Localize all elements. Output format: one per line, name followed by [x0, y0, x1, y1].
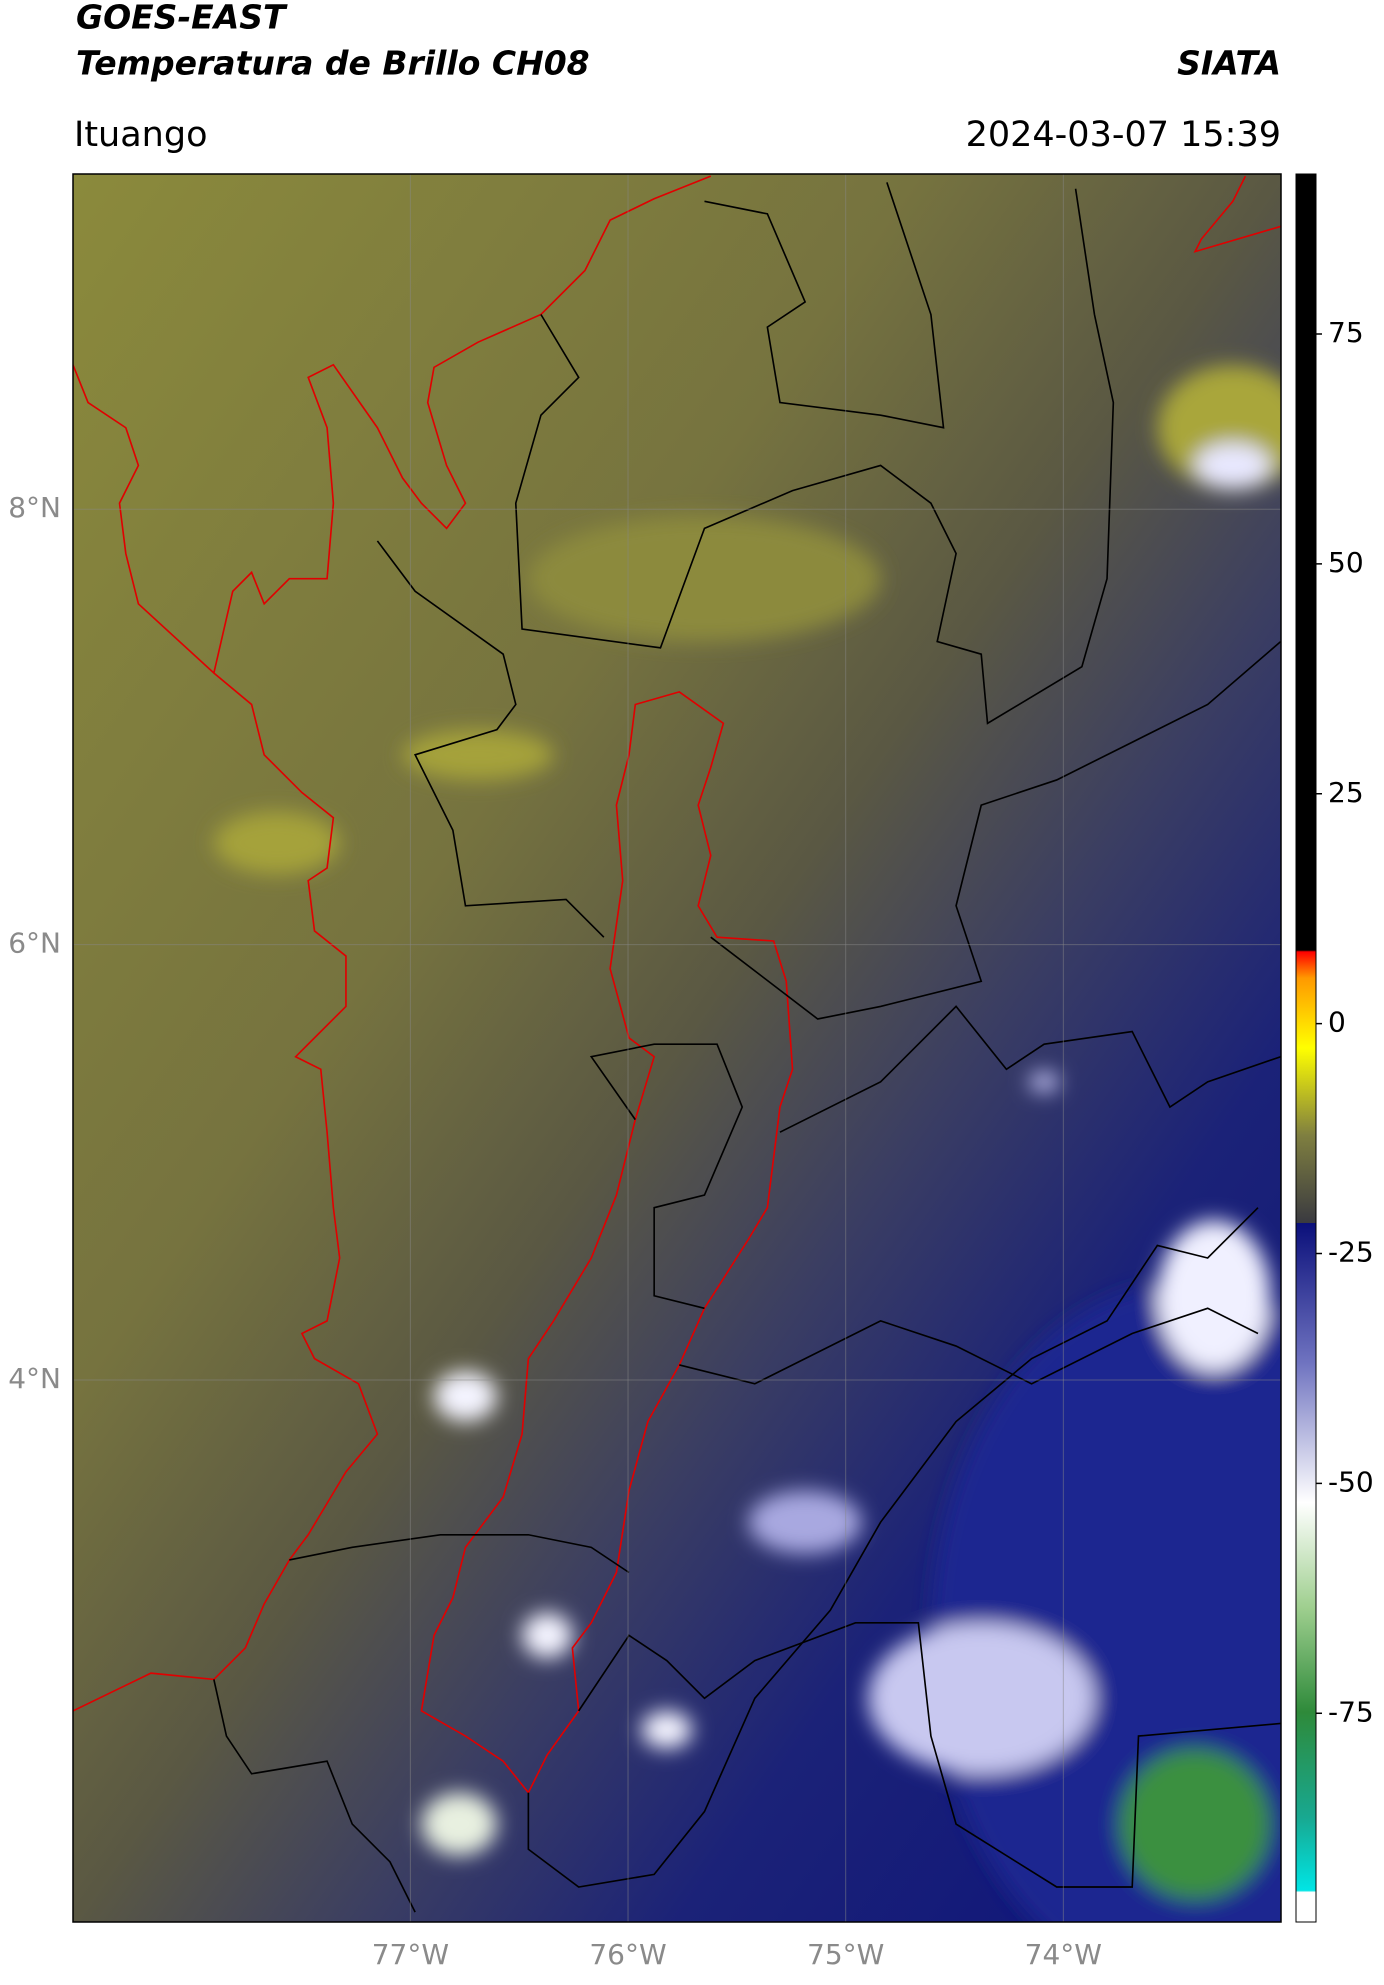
- colorbar-tick-label: 75: [1328, 316, 1364, 349]
- x-tick-label: 75°W: [807, 1938, 884, 1971]
- x-tick-label: 77°W: [372, 1938, 449, 1971]
- map-image: [73, 174, 1281, 1922]
- grid: [73, 174, 1281, 1922]
- colorbar-tick-label: -25: [1328, 1236, 1374, 1269]
- map-frame: [72, 173, 1282, 1923]
- title: GOES-EAST: [76, 0, 288, 37]
- colorbar-tick-label: 0: [1328, 1006, 1346, 1039]
- colorbar-tick-label: 25: [1328, 776, 1364, 809]
- colorbar-tick-label: -50: [1328, 1465, 1374, 1498]
- colorbar-tick-label: 50: [1328, 546, 1364, 579]
- timestamp: 2024-03-07 15:39: [966, 115, 1281, 155]
- colorbar: [1295, 173, 1317, 1923]
- source: SIATA: [1177, 44, 1281, 83]
- subtitle: Temperatura de Brillo CH08: [76, 44, 590, 83]
- x-tick-label: 76°W: [589, 1938, 666, 1971]
- location: Ituango: [74, 115, 208, 155]
- x-tick-label: 74°W: [1025, 1938, 1102, 1971]
- y-tick-label: 6°N: [8, 927, 61, 960]
- y-tick-label: 4°N: [8, 1362, 61, 1395]
- y-tick-label: 8°N: [8, 491, 61, 524]
- colorbar-tick-label: -75: [1328, 1695, 1374, 1728]
